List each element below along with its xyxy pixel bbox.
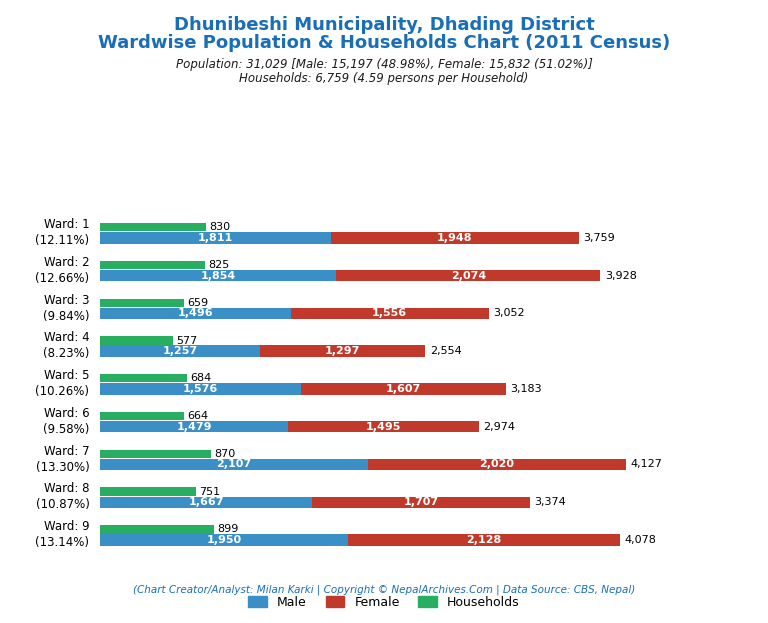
Bar [336,270,601,282]
Bar [100,525,214,533]
Text: 659: 659 [187,298,208,308]
Bar [100,232,331,244]
Bar [100,298,184,307]
Text: 3,759: 3,759 [584,233,615,243]
Bar [100,535,349,546]
Bar [100,459,369,470]
Text: 2,128: 2,128 [466,535,502,545]
Bar [290,308,489,319]
Text: 1,854: 1,854 [200,270,236,280]
Text: 4,127: 4,127 [631,459,662,469]
Text: 1,607: 1,607 [386,384,421,394]
Text: 1,667: 1,667 [188,497,223,507]
Text: 870: 870 [214,449,235,459]
Bar [100,497,313,508]
Text: Dhunibeshi Municipality, Dhading District: Dhunibeshi Municipality, Dhading Distric… [174,16,594,34]
Bar [100,223,206,232]
Text: 4,078: 4,078 [624,535,656,545]
Text: 1,950: 1,950 [207,535,242,545]
Bar [349,535,620,546]
Bar [100,421,288,432]
Text: 1,948: 1,948 [437,233,472,243]
Bar [100,261,205,269]
Legend: Male, Female, Households: Male, Female, Households [243,591,525,614]
Text: 2,074: 2,074 [451,270,486,280]
Text: 2,020: 2,020 [480,459,515,469]
Bar [288,421,479,432]
Bar [100,270,336,282]
Bar [301,383,505,394]
Bar [100,383,301,394]
Text: 577: 577 [177,336,198,346]
Text: 1,556: 1,556 [372,308,407,318]
Text: 684: 684 [190,373,211,383]
Text: Population: 31,029 [Male: 15,197 (48.98%), Female: 15,832 (51.02%)]: Population: 31,029 [Male: 15,197 (48.98%… [176,58,592,71]
Text: Households: 6,759 (4.59 persons per Household): Households: 6,759 (4.59 persons per Hous… [240,72,528,85]
Text: 1,495: 1,495 [366,422,402,432]
Text: 1,707: 1,707 [403,497,439,507]
Text: 1,576: 1,576 [183,384,218,394]
Text: 2,554: 2,554 [430,346,462,356]
Text: 3,374: 3,374 [535,497,566,507]
Bar [100,308,290,319]
Text: 830: 830 [209,222,230,232]
Bar [100,487,196,496]
Text: 1,297: 1,297 [325,346,360,356]
Text: 1,496: 1,496 [177,308,213,318]
Text: 3,183: 3,183 [510,384,541,394]
Bar [260,346,425,357]
Text: 1,479: 1,479 [177,422,212,432]
Bar [100,374,187,383]
Text: 1,257: 1,257 [162,346,197,356]
Text: 825: 825 [208,260,230,270]
Text: 1,811: 1,811 [197,233,233,243]
Text: 2,974: 2,974 [483,422,515,432]
Text: 2,107: 2,107 [217,459,252,469]
Text: Wardwise Population & Households Chart (2011 Census): Wardwise Population & Households Chart (… [98,34,670,52]
Text: 3,052: 3,052 [493,308,525,318]
Bar [100,336,174,345]
Bar [331,232,579,244]
Bar [100,412,184,421]
Text: 899: 899 [217,525,239,535]
Bar [313,497,530,508]
Bar [369,459,626,470]
Text: 751: 751 [199,487,220,497]
Text: 3,928: 3,928 [605,270,637,280]
Text: 664: 664 [187,411,209,421]
Bar [100,346,260,357]
Bar [100,450,210,458]
Text: (Chart Creator/Analyst: Milan Karki | Copyright © NepalArchives.Com | Data Sourc: (Chart Creator/Analyst: Milan Karki | Co… [133,584,635,595]
